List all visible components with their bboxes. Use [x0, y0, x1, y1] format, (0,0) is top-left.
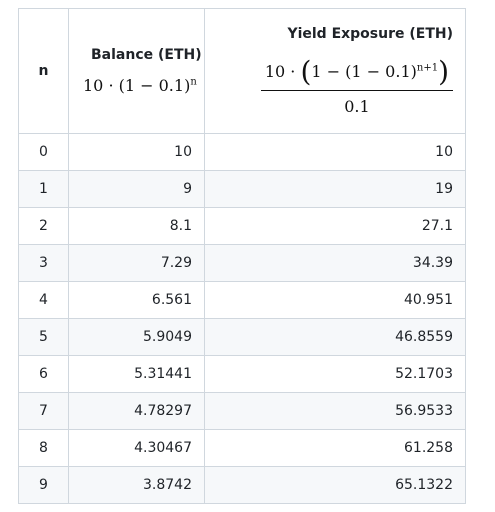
cell-yield: 46.8559 — [204, 318, 466, 356]
yield-formula-open-paren: ( — [300, 55, 312, 89]
header-row: n Balance (ETH) 10 · (1 − 0.1)n Yield Ex… — [18, 8, 466, 134]
cell-n: 9 — [18, 466, 69, 504]
table-body: 0 10 10 1 9 19 2 8.1 27.1 3 7.29 34.39 4 — [18, 133, 466, 504]
header-balance: Balance (ETH) 10 · (1 − 0.1)n — [68, 8, 205, 134]
cell-yield: 10 — [204, 133, 466, 171]
balance-formula-exponent: n — [190, 76, 197, 88]
yield-table-container: n Balance (ETH) 10 · (1 − 0.1)n Yield Ex… — [18, 8, 466, 504]
table-row: 0 10 10 — [18, 133, 466, 171]
yield-formula-denominator: 0.1 — [344, 97, 370, 117]
yield-formula-prefix: 10 · — [264, 62, 301, 82]
cell-balance: 4.78297 — [68, 392, 205, 430]
table-row: 2 8.1 27.1 — [18, 207, 466, 245]
cell-yield: 34.39 — [204, 244, 466, 282]
yield-table: n Balance (ETH) 10 · (1 − 0.1)n Yield Ex… — [18, 8, 466, 504]
table-row: 5 5.9049 46.8559 — [18, 318, 466, 356]
cell-n: 5 — [18, 318, 69, 356]
cell-balance: 10 — [68, 133, 205, 171]
table-row: 6 5.31441 52.1703 — [18, 355, 466, 393]
cell-yield: 27.1 — [204, 207, 466, 245]
header-yield: Yield Exposure (ETH) 10 · (1 − (1 − 0.1)… — [204, 8, 466, 134]
table-row: 9 3.8742 65.1322 — [18, 466, 466, 504]
cell-balance: 4.30467 — [68, 429, 205, 467]
cell-balance: 9 — [68, 170, 205, 208]
table-row: 3 7.29 34.39 — [18, 244, 466, 282]
yield-formula-inner: 1 − (1 − 0.1) — [311, 62, 417, 82]
cell-yield: 40.951 — [204, 281, 466, 319]
cell-balance: 5.31441 — [68, 355, 205, 393]
table-row: 4 6.561 40.951 — [18, 281, 466, 319]
table-row: 1 9 19 — [18, 170, 466, 208]
cell-balance: 3.8742 — [68, 466, 205, 504]
cell-yield: 19 — [204, 170, 466, 208]
cell-balance: 7.29 — [68, 244, 205, 282]
table-header: n Balance (ETH) 10 · (1 − 0.1)n Yield Ex… — [18, 8, 466, 134]
yield-formula-exponent: n+1 — [416, 62, 439, 74]
yield-formula-numerator: 10 · (1 − (1 − 0.1)n+1) — [260, 55, 453, 92]
cell-yield: 61.258 — [204, 429, 466, 467]
cell-balance: 5.9049 — [68, 318, 205, 356]
cell-n: 4 — [18, 281, 69, 319]
cell-n: 0 — [18, 133, 69, 171]
header-yield-title: Yield Exposure (ETH) — [287, 25, 453, 42]
cell-balance: 6.561 — [68, 281, 205, 319]
yield-formula: 10 · (1 − (1 − 0.1)n+1) 0.1 — [260, 55, 453, 117]
cell-n: 7 — [18, 392, 69, 430]
cell-yield: 52.1703 — [204, 355, 466, 393]
cell-n: 3 — [18, 244, 69, 282]
cell-balance: 8.1 — [68, 207, 205, 245]
cell-n: 2 — [18, 207, 69, 245]
balance-formula: 10 · (1 − 0.1)n — [83, 76, 197, 95]
cell-n: 8 — [18, 429, 69, 467]
balance-formula-base: 10 · (1 − 0.1) — [83, 75, 191, 95]
table-row: 7 4.78297 56.9533 — [18, 392, 466, 430]
cell-n: 1 — [18, 170, 69, 208]
yield-formula-close-paren: ) — [438, 55, 449, 89]
header-n: n — [18, 8, 69, 134]
header-balance-title: Balance (ETH) — [91, 46, 202, 63]
table-row: 8 4.30467 61.258 — [18, 429, 466, 467]
cell-yield: 65.1322 — [204, 466, 466, 504]
cell-yield: 56.9533 — [204, 392, 466, 430]
cell-n: 6 — [18, 355, 69, 393]
